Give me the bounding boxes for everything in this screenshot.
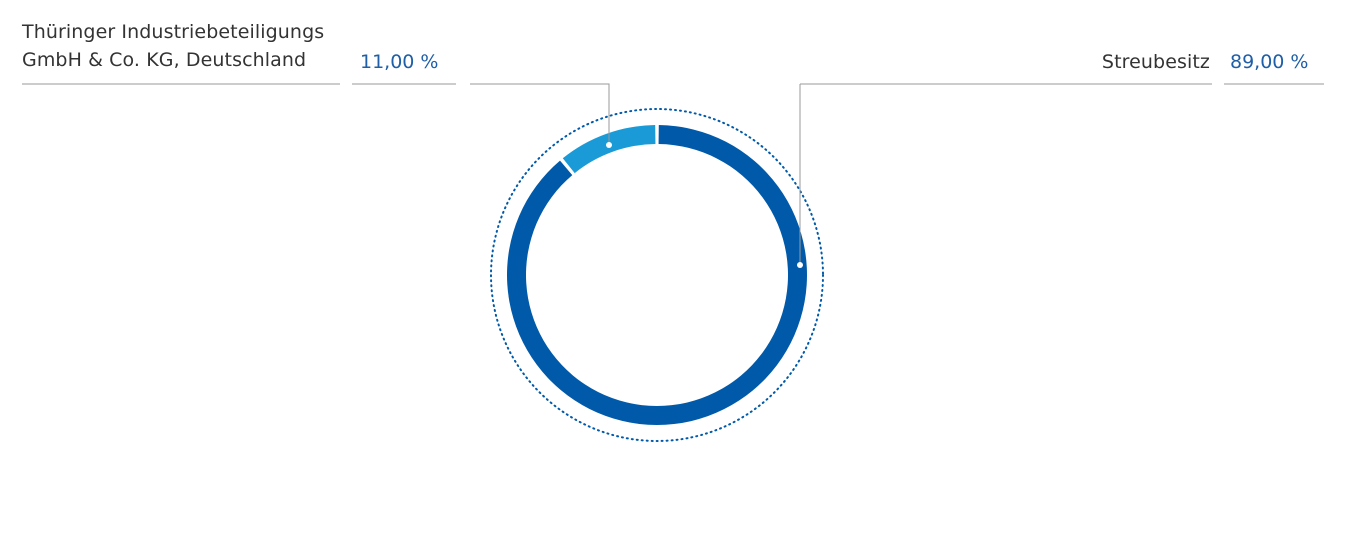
- donut-slice-1: [562, 125, 656, 174]
- slice-label-1: Thüringer Industriebeteiligungs GmbH & C…: [22, 18, 324, 74]
- donut-slice-2: [507, 125, 808, 425]
- leader-dot-1: [606, 142, 612, 148]
- slice-label-2: Streubesitz: [1101, 51, 1210, 73]
- leader-line-1: [470, 83, 610, 145]
- slice-value-1: 11,00 %: [360, 51, 439, 73]
- slice-label-1-line2: GmbH & Co. KG, Deutschland: [22, 49, 307, 71]
- leader-dot-2: [797, 262, 803, 268]
- outer-dotted-ring: [490, 108, 824, 442]
- slice-value-2: 89,00 %: [1230, 51, 1309, 73]
- slice-label-1-line1: Thüringer Industriebeteiligungs: [22, 21, 325, 43]
